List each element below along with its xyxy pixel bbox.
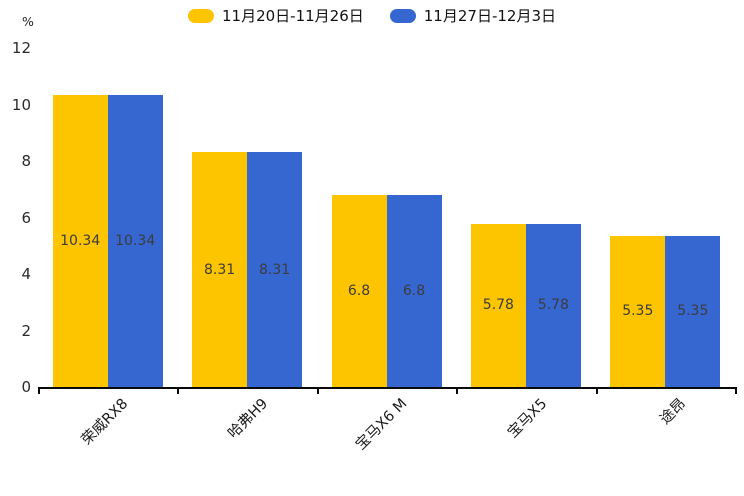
x-axis-tick	[38, 389, 40, 394]
x-axis-label: 途昂	[657, 395, 690, 428]
legend: 11月20日-11月26日 11月27日-12月3日	[0, 5, 744, 26]
legend-label-week2: 11月27日-12月3日	[423, 7, 556, 25]
bar-value-label: 10.34	[115, 232, 156, 249]
legend-item-week1[interactable]: 11月20日-11月26日	[188, 5, 364, 26]
y-tick-label: 2	[21, 321, 31, 340]
bar-value-label: 8.31	[259, 261, 291, 278]
x-axis-label: 哈弗H9	[225, 395, 272, 442]
bar-series0-途昂: 5.35	[610, 235, 666, 387]
x-axis-tick	[177, 389, 180, 394]
legend-label-week1: 11月20日-11月26日	[222, 7, 364, 25]
y-tick-label: 4	[21, 265, 31, 283]
y-tick-label: 10	[11, 95, 31, 114]
bar-value-label: 5.35	[622, 303, 654, 320]
y-tick-label: 0	[21, 378, 31, 396]
bar-value-label: 6.8	[402, 282, 426, 299]
y-axis-unit-label: %	[22, 14, 34, 29]
x-axis-tick	[595, 389, 598, 394]
x-axis-tick	[735, 389, 737, 394]
bar-value-label: 10.34	[60, 232, 101, 249]
y-tick-label: 12	[11, 39, 31, 57]
x-axis-label: 荣威RX8	[79, 395, 132, 449]
bar-value-label: 8.31	[204, 261, 236, 278]
bar-series0-宝马X5: 5.78	[470, 223, 526, 387]
bar-series0-荣威RX8: 10.34	[52, 94, 108, 387]
bar-series1-途昂: 5.35	[665, 235, 721, 387]
bar-series0-哈弗H9: 8.31	[192, 152, 248, 387]
bar-series1-荣威RX8: 10.34	[107, 94, 163, 387]
bar-series0-宝马X6 M: 6.8	[331, 194, 387, 387]
x-axis-tick	[456, 389, 459, 394]
bar-value-label: 5.78	[482, 297, 514, 314]
bar-series1-宝马X5: 5.78	[525, 223, 581, 387]
bar-value-label: 6.8	[347, 282, 371, 299]
x-axis-label: 宝马X5	[504, 395, 551, 442]
bar-value-label: 5.35	[677, 303, 709, 320]
bar-series1-哈弗H9: 8.31	[247, 152, 303, 387]
y-tick-label: 8	[21, 152, 31, 170]
x-axis-label: 宝马X6 M	[353, 395, 411, 454]
bar-value-label: 5.78	[537, 297, 569, 314]
legend-item-week2[interactable]: 11月27日-12月3日	[389, 5, 556, 26]
legend-swatch-week1	[188, 8, 214, 23]
x-axis-tick	[316, 389, 319, 394]
bar-series1-宝马X6 M: 6.8	[386, 194, 442, 387]
x-axis-line	[38, 387, 737, 389]
y-tick-label: 6	[21, 208, 31, 227]
legend-swatch-week2	[389, 8, 416, 23]
